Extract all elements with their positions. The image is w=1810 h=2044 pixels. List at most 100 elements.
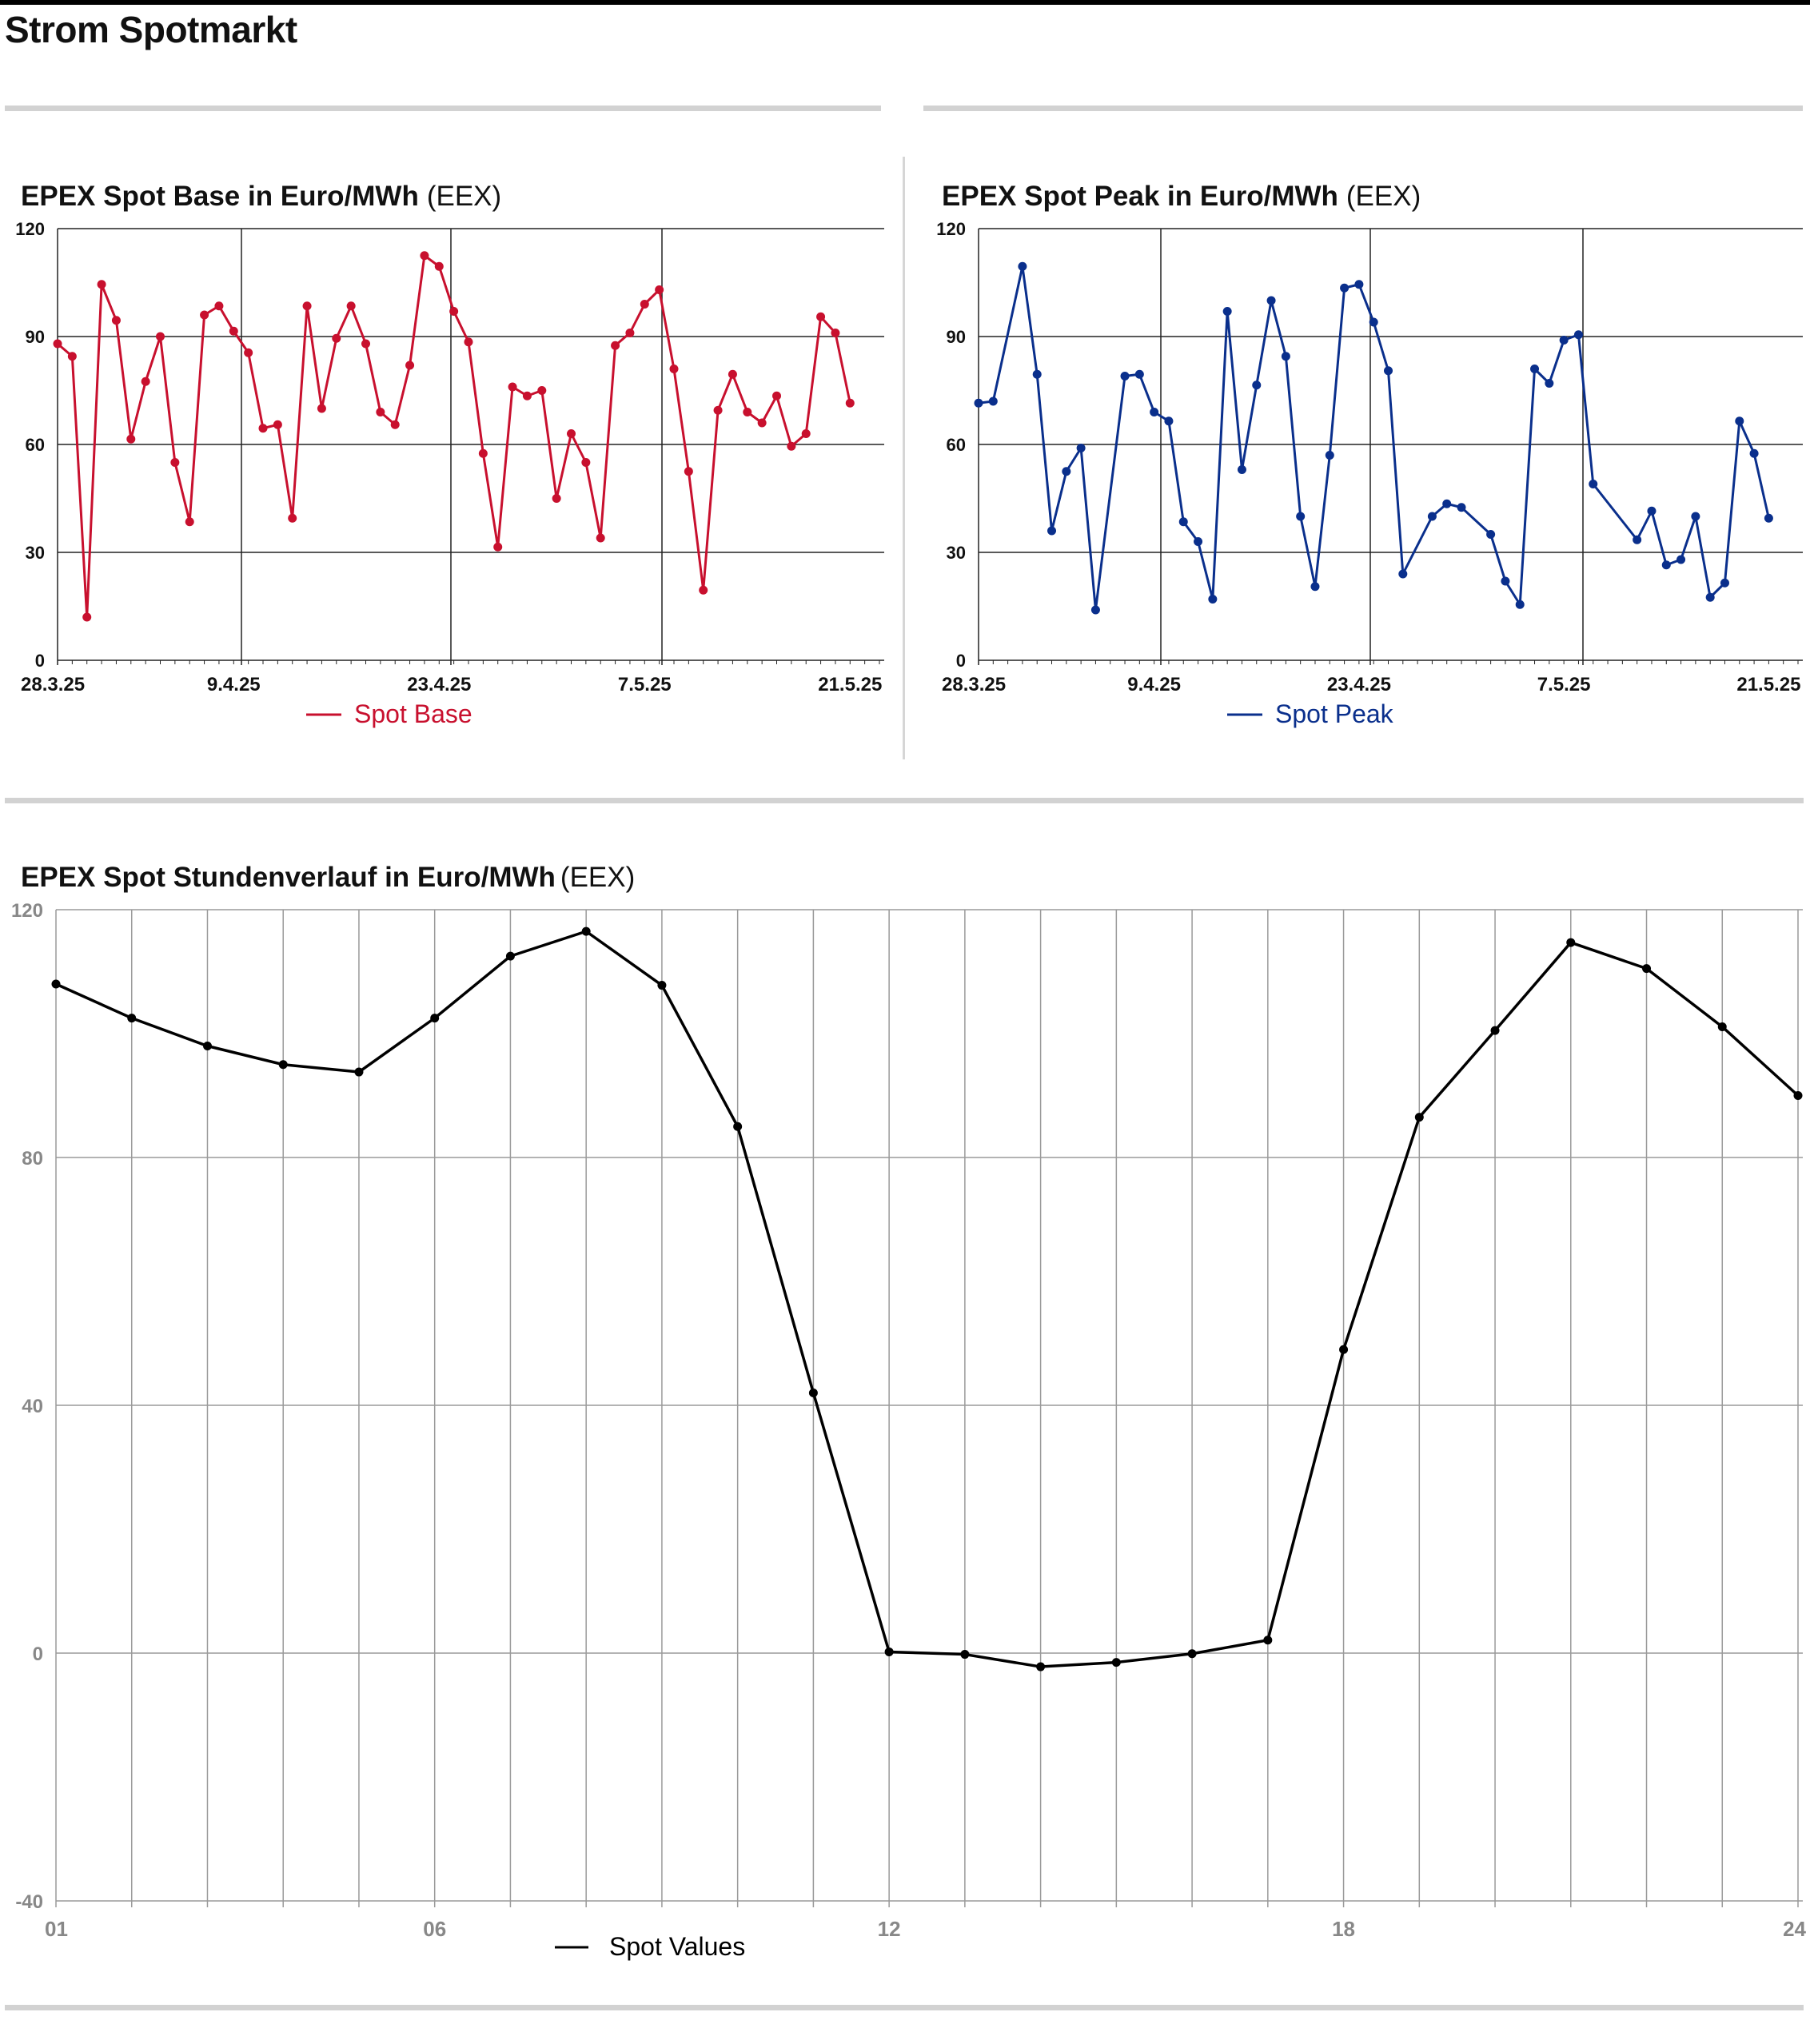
data-point [229,326,238,336]
data-point [1573,330,1583,340]
data-point [1717,1022,1727,1031]
data-point [1457,503,1466,512]
data-point [1310,582,1320,592]
data-point [1120,372,1130,381]
data-point [434,261,444,271]
data-point [1150,408,1159,416]
x-tick-label: 01 [45,1917,68,1941]
data-point [596,533,605,543]
data-point [1062,467,1071,476]
y-tick-label: 90 [26,327,45,347]
data-point [156,332,165,341]
data-point [508,382,517,392]
data-point [611,341,620,350]
section-divider-bottom [5,2005,1804,2010]
data-point [1501,576,1510,586]
data-point [816,312,826,321]
y-tick-label: 60 [947,435,966,455]
legend-label: Spot Peak [1275,699,1394,728]
x-tick-label: 21.5.25 [1736,674,1800,695]
data-point [1032,369,1042,379]
legend-label: Spot Values [609,1932,745,1961]
data-point [97,280,106,289]
data-point [808,1389,818,1397]
data-point [772,391,781,400]
y-tick-label: 0 [956,651,966,671]
section-divider-middle [5,798,1804,803]
y-tick-label: 80 [22,1148,43,1169]
data-point [420,251,429,261]
data-point [1490,1026,1500,1035]
data-point [1530,365,1540,373]
data-point [522,391,532,400]
data-point [376,408,385,416]
data-point [787,441,796,451]
data-point [1090,605,1100,615]
x-tick-label: 23.4.25 [1327,674,1391,695]
page-title: Strom Spotmarkt [5,9,297,50]
data-point [728,369,737,379]
data-point [464,337,473,347]
data-point [1111,1658,1121,1667]
column-divider [903,157,905,759]
data-point [1486,530,1496,539]
data-point [1178,517,1188,527]
peak-chart-title: EPEX Spot Peak in Euro/MWh (EEX) [942,181,1421,213]
data-point [278,1060,288,1070]
data-point [1266,296,1276,305]
data-point [126,434,136,444]
data-point [244,348,253,357]
data-point [537,386,547,395]
data-point [581,926,591,936]
data-point [699,585,708,595]
data-point [1263,1636,1273,1645]
data-point [1036,1662,1046,1671]
peak-chart-title-text: EPEX Spot Peak in Euro/MWh [942,181,1338,212]
data-point [405,361,415,370]
y-tick-label: 30 [947,543,966,563]
data-point [845,398,855,408]
data-point [354,1067,364,1077]
data-point [493,542,503,552]
y-tick-label: 120 [936,219,966,239]
hourly-chart-title: EPEX Spot Stundenverlauf in Euro/MWh (EEX… [21,862,635,894]
data-point [82,612,92,622]
data-point [1705,592,1715,602]
data-point [1589,480,1598,488]
data-point [478,448,488,458]
data-point [202,1042,212,1050]
data-point [960,1650,970,1660]
y-tick-label: -40 [15,1891,43,1913]
data-point [1642,964,1652,974]
data-point [831,329,840,337]
x-tick-label: 21.5.25 [818,674,882,695]
data-point [743,408,752,416]
data-point [1296,512,1306,521]
data-point [1237,465,1246,474]
data-point [1545,379,1554,388]
x-tick-label: 06 [423,1917,446,1941]
data-point [505,951,515,961]
data-point [1427,512,1437,521]
data-point [1369,317,1378,327]
data-point [214,301,224,311]
legend-label: Spot Base [354,699,472,728]
data-point [733,1122,743,1131]
data-point [669,365,679,373]
data-point [684,467,693,476]
data-point [1134,369,1144,379]
data-point [1398,569,1408,579]
hourly-chart-title-text: EPEX Spot Stundenverlauf in Euro/MWh [21,862,556,893]
y-tick-label: 40 [22,1396,43,1417]
data-point [1691,512,1700,521]
data-point [1515,600,1525,609]
x-tick-label: 9.4.25 [1127,674,1181,695]
data-point [1222,307,1232,316]
data-point [273,420,282,429]
section-divider-left [5,106,881,111]
data-point [67,352,77,361]
data-point [430,1014,440,1023]
